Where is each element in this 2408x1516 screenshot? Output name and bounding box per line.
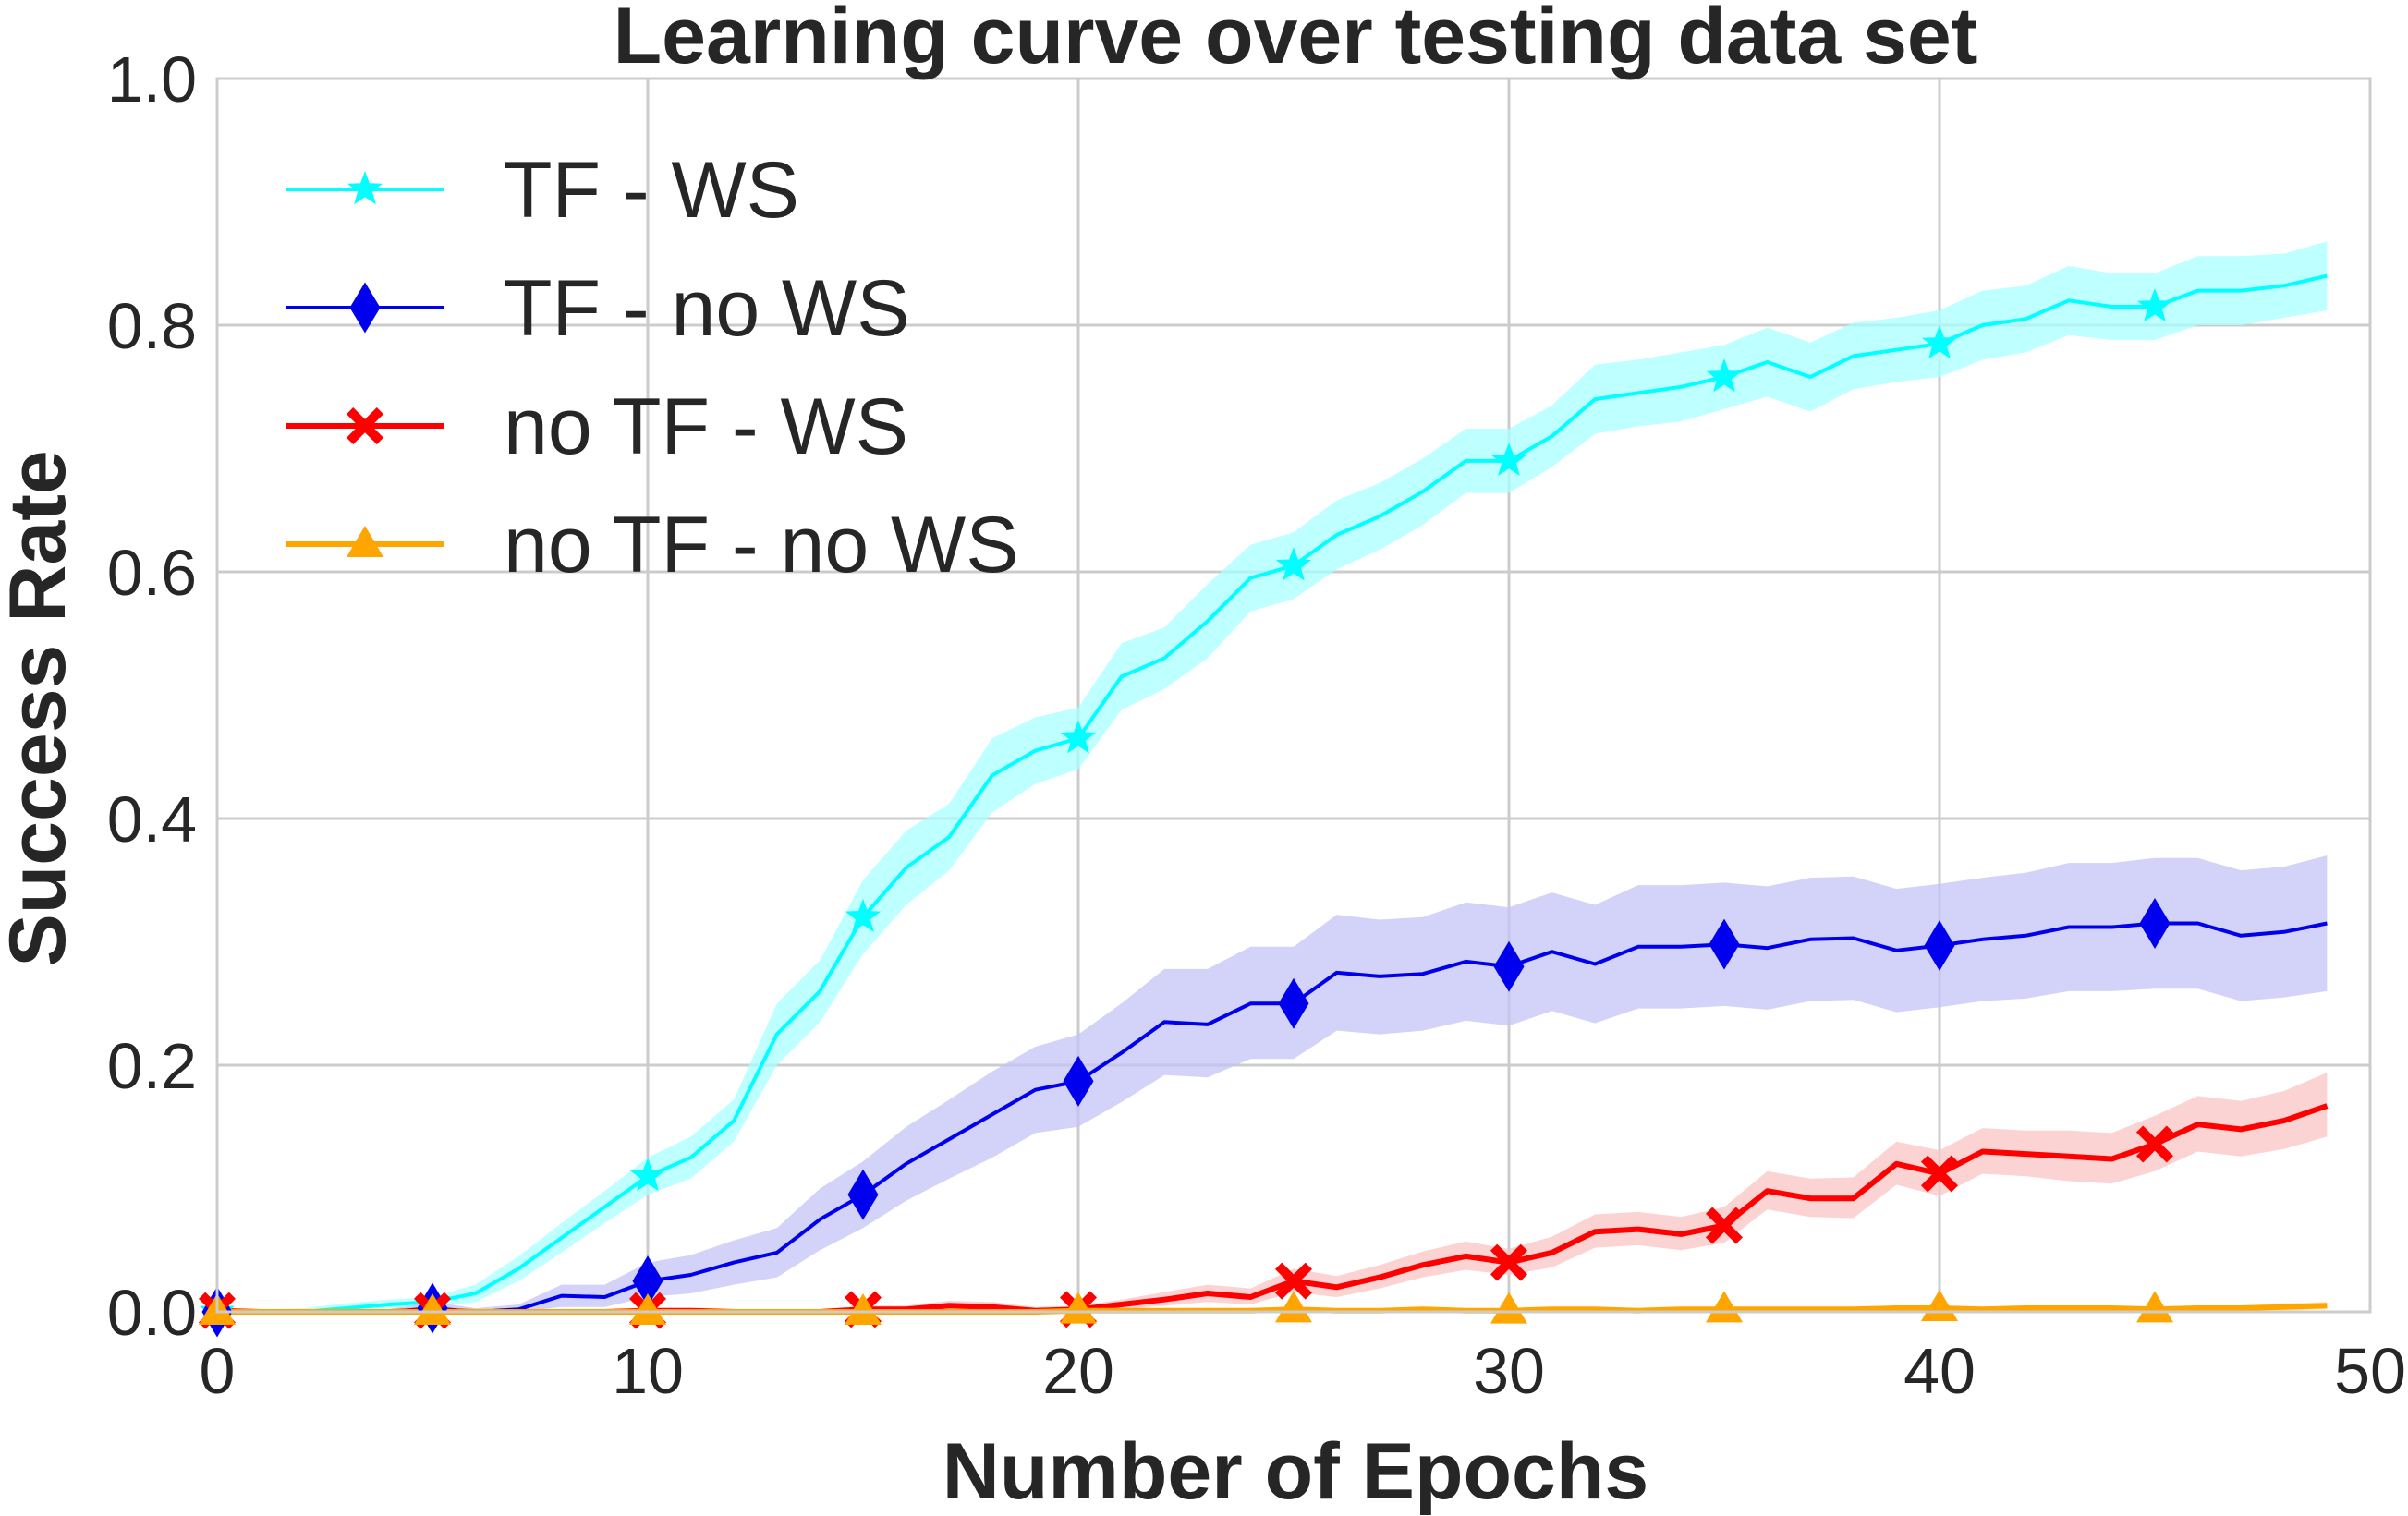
legend-item-no-tf-no-ws: no TF - no WS [286, 501, 1019, 589]
no-tf-no-ws-data-point [1060, 1292, 1097, 1324]
legend-label: TF - no WS [504, 264, 910, 353]
legend-item-no-tf-ws: no TF - WS [286, 382, 908, 471]
tick-labels: 0 10 20 30 40 50 0.0 0.2 0.4 0.6 0.8 1.0 [107, 43, 2406, 1407]
tf-no-ws-data-point [1278, 977, 1309, 1029]
no-tf-no-ws-data-point [414, 1293, 451, 1325]
tf-ws-data-point [845, 898, 881, 932]
no-tf-ws-data-point [1921, 1155, 1958, 1193]
tf-no-ws-data-point [1493, 940, 1525, 992]
legend-label: no TF - no WS [504, 501, 1019, 589]
legend: TF - WS TF - no WS no TF - WS no TF - no WS [286, 146, 1019, 589]
tf-ws-data-point [1276, 547, 1311, 581]
y-tick-label: 0.6 [107, 537, 197, 609]
x-tick-label: 50 [2334, 1335, 2406, 1407]
tf-ws-series-line [217, 273, 2328, 1314]
no-tf-no-ws-data-point [2136, 1291, 2173, 1323]
x-tick-label: 40 [1903, 1335, 1976, 1407]
x-tick-label: 20 [1042, 1335, 1114, 1407]
y-tick-label: 0.4 [107, 783, 197, 855]
no-tf-no-ws-data-point [1490, 1292, 1527, 1324]
tf-ws-data-point [1061, 720, 1096, 754]
x-axis-label: Number of Epochs [943, 1427, 1649, 1516]
chart-title: Learning curve over testing data set [614, 0, 1978, 80]
legend-marker-icon [347, 526, 383, 557]
legend-label: no TF - WS [504, 382, 908, 471]
no-tf-ws-data-point [1706, 1207, 1743, 1244]
y-axis-label: Success Rate [0, 450, 82, 966]
legend-marker-icon [347, 171, 383, 205]
tf-no-ws-confidence-band [217, 855, 2328, 1312]
no-tf-no-ws-data-point [1706, 1291, 1743, 1323]
no-tf-ws-data-point [1275, 1262, 1312, 1300]
y-tick-label: 0.0 [107, 1277, 197, 1349]
no-tf-no-ws-data-point [845, 1293, 882, 1325]
tf-no-ws-data-point [1924, 920, 1955, 972]
no-tf-ws-data-point [2136, 1125, 2173, 1163]
x-tick-label: 10 [612, 1335, 684, 1407]
tf-no-ws-series-line [217, 921, 2328, 1314]
tf-no-ws-data-point [847, 1169, 879, 1220]
tf-ws-data-point [2137, 288, 2172, 322]
no-tf-no-ws-data-point [1275, 1291, 1312, 1323]
tf-no-ws-data-point [2139, 897, 2171, 949]
legend-marker-icon [347, 407, 383, 444]
y-tick-label: 1.0 [107, 43, 197, 115]
tf-no-ws-data-point [1709, 918, 1740, 970]
no-tf-ws-data-point [1490, 1243, 1527, 1281]
no-tf-ws-confidence-band [217, 1073, 2328, 1312]
y-tick-label: 0.2 [107, 1030, 197, 1102]
plot-frame [215, 77, 2372, 1314]
tf-ws-data-point [1491, 442, 1526, 476]
tf-ws-data-point [1707, 358, 1742, 393]
legend-item-tf-ws: TF - WS [286, 146, 799, 235]
legend-label: TF - WS [504, 146, 799, 235]
legend-marker-icon [349, 282, 381, 334]
no-tf-no-ws-data-point [1921, 1289, 1958, 1321]
x-tick-label: 30 [1473, 1335, 1545, 1407]
legend-item-tf-no-ws: TF - no WS [286, 264, 910, 353]
tf-no-ws-data-point [632, 1255, 663, 1307]
y-tick-label: 0.8 [107, 290, 197, 362]
x-tick-label: 0 [200, 1335, 236, 1407]
tf-ws-data-point [630, 1158, 665, 1192]
tf-no-ws-data-point [1063, 1055, 1094, 1107]
no-tf-no-ws-data-point [629, 1293, 666, 1325]
tf-ws-data-point [1922, 325, 1957, 359]
